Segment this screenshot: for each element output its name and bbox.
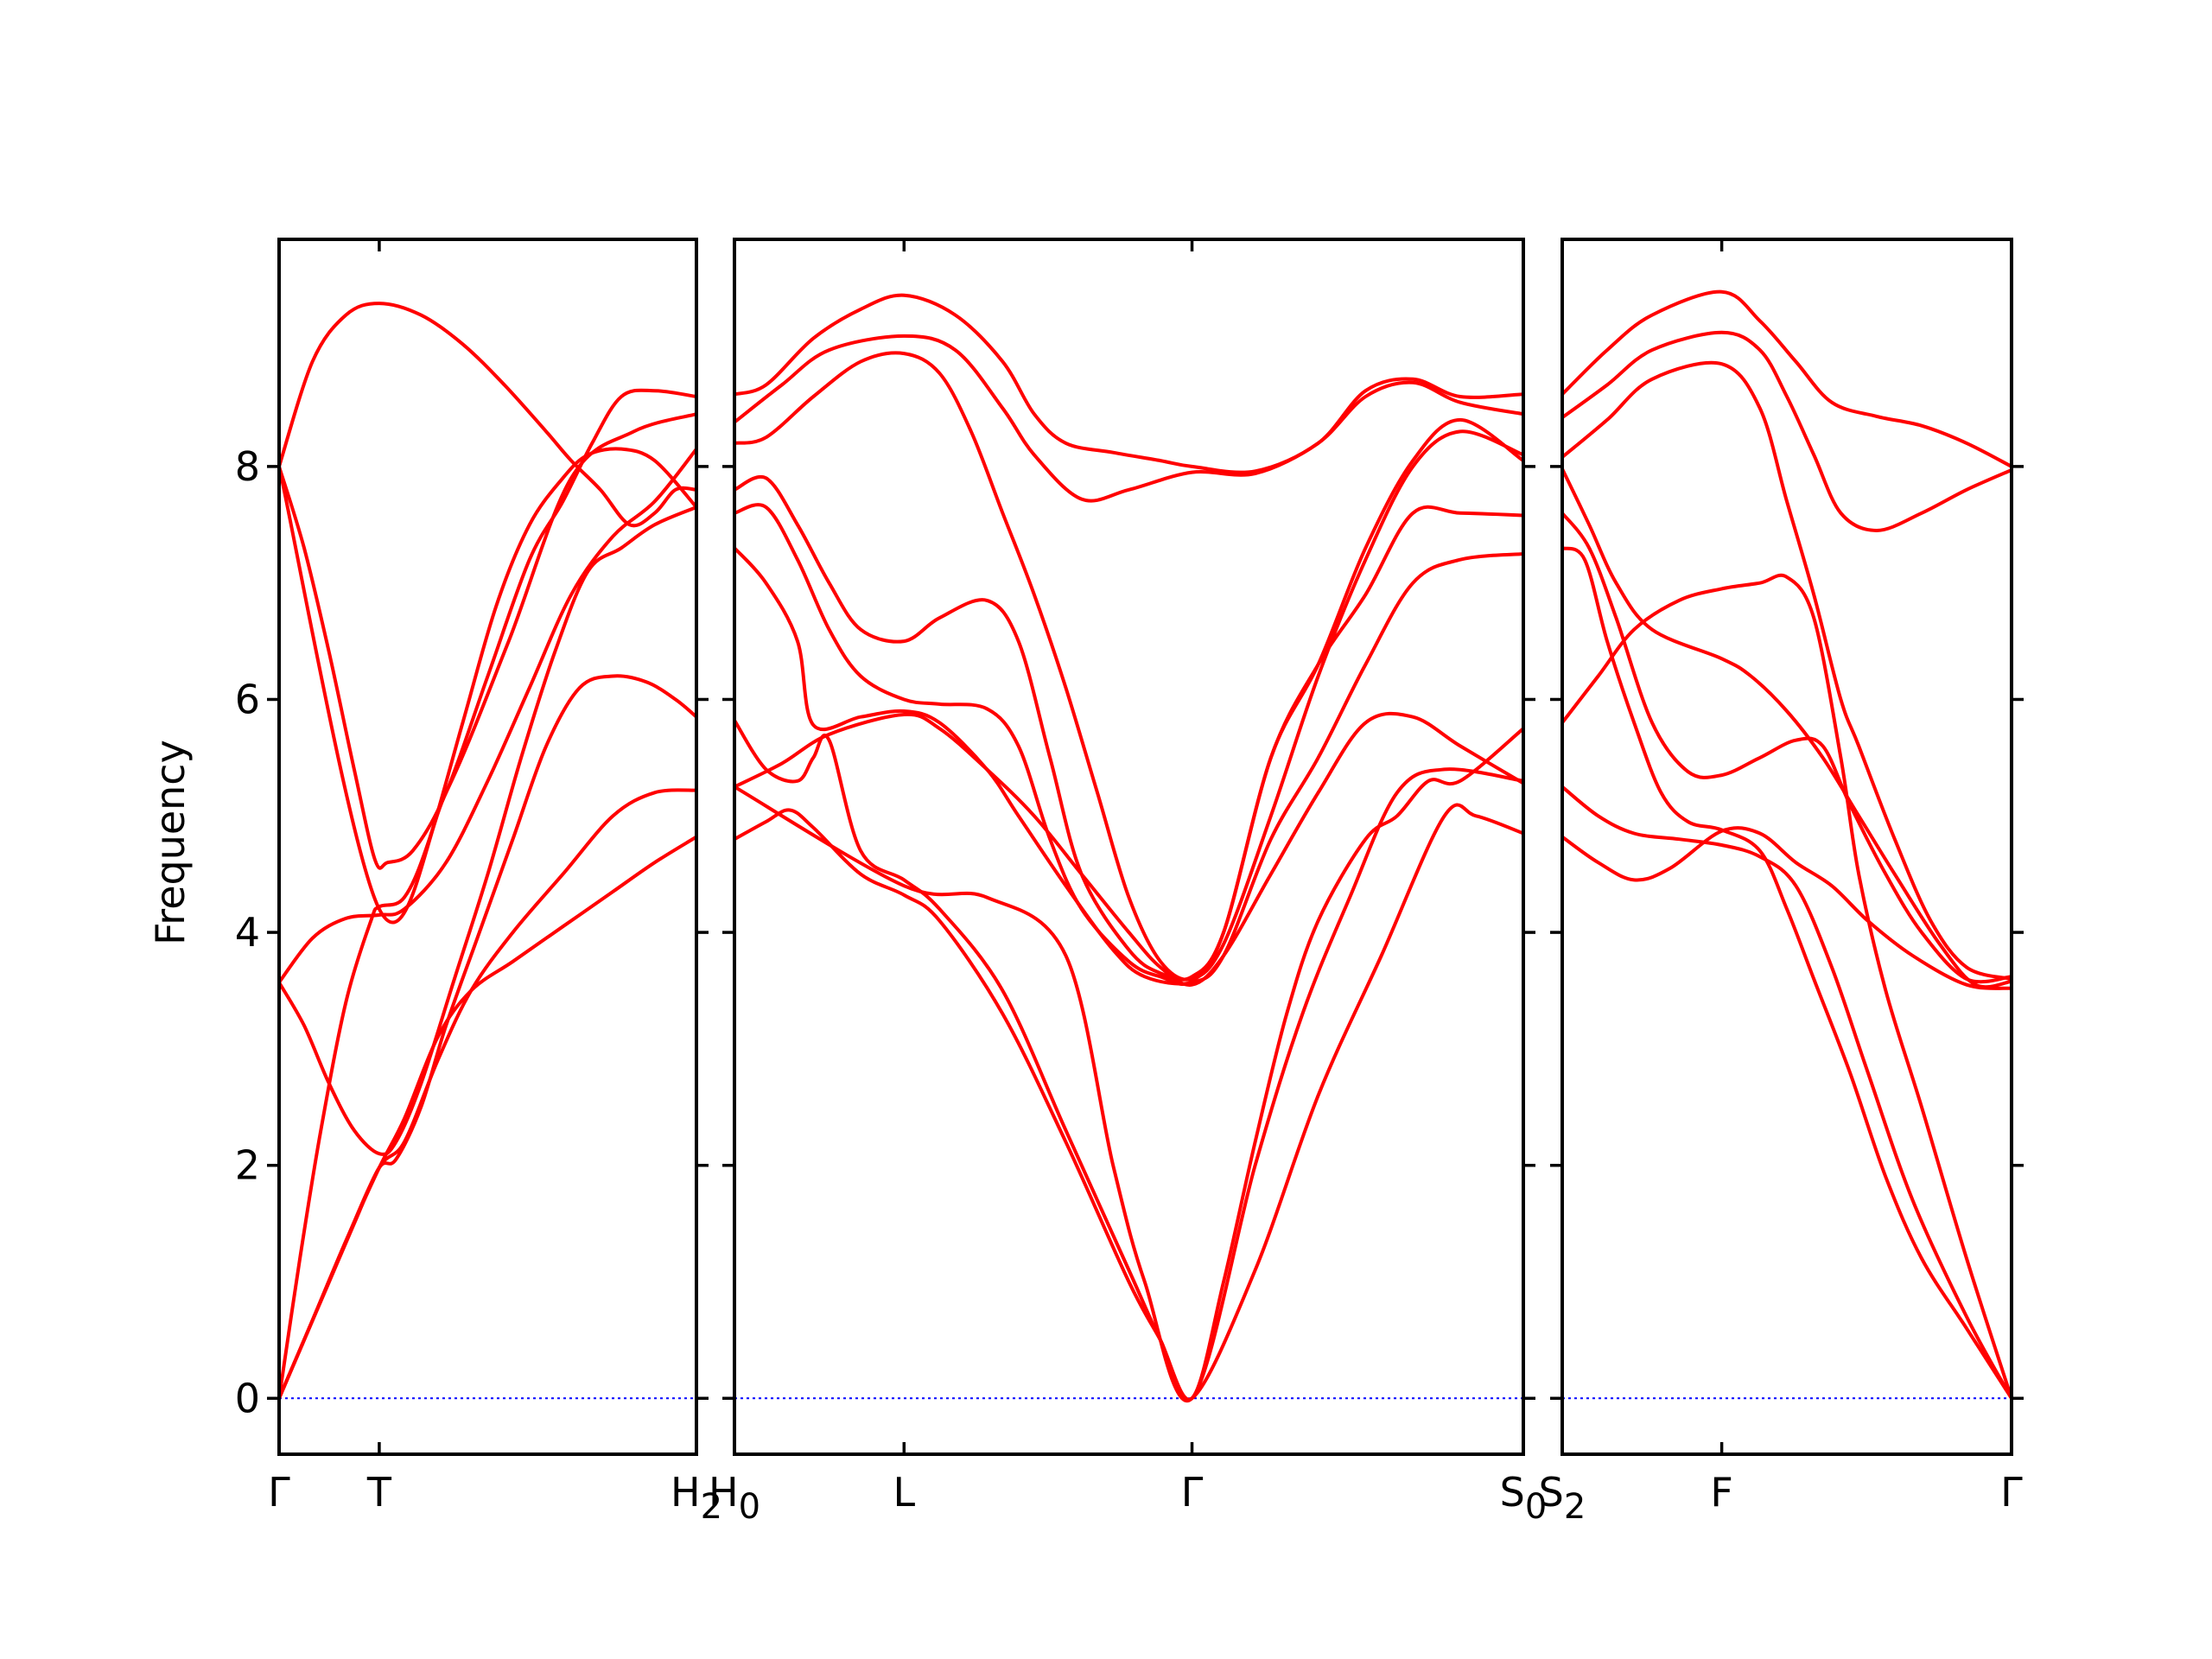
phonon-band	[279, 412, 696, 925]
y-tick-label: 8	[235, 443, 260, 490]
x-tick-label: L	[893, 1469, 915, 1516]
panel-2: H0 L Γ S0	[709, 238, 1548, 1527]
phonon-band	[279, 505, 696, 1156]
y-tick-label: 2	[235, 1142, 260, 1189]
y-axis-label: Frequency	[147, 740, 194, 945]
phonon-band	[1562, 289, 2012, 468]
y-axis: 0 2 4 6 8	[235, 443, 260, 1421]
x-tick-label: Γ	[2000, 1469, 2023, 1516]
phonon-band	[279, 788, 696, 1401]
phonon-band	[734, 718, 1523, 1402]
y-tick-label: 6	[235, 676, 260, 722]
panel-1: Γ T H2	[267, 238, 722, 1527]
band-group	[734, 293, 1523, 1403]
phonon-band	[279, 835, 696, 1401]
phonon-band	[1562, 511, 2012, 984]
phonon-band	[734, 351, 1523, 982]
phonon-band	[734, 417, 1523, 982]
phonon-band	[1562, 785, 2012, 1401]
x-tick-label: Γ	[1181, 1469, 1204, 1516]
phonon-band	[1562, 467, 2012, 989]
panel-frame	[1560, 238, 2013, 1456]
panel-frame	[733, 238, 1525, 1456]
phonon-band	[734, 503, 1523, 986]
phonon-band	[1562, 330, 2012, 532]
phonon-band	[734, 803, 1523, 1402]
y-tick-label: 0	[235, 1375, 260, 1421]
phonon-band	[1562, 546, 2012, 1401]
x-tick-label: S0	[1500, 1469, 1548, 1527]
phonon-band	[279, 302, 696, 528]
x-tick-label: H2	[671, 1469, 722, 1527]
band-group	[1562, 289, 2012, 1401]
panel-3: S2 F Γ	[1539, 238, 2024, 1527]
phonon-band	[734, 293, 1523, 474]
phonon-band	[734, 546, 1523, 986]
y-tick-label: 4	[235, 909, 260, 956]
phonon-band	[1562, 573, 2012, 1401]
phonon-band	[1562, 360, 2012, 981]
phonon-band	[1562, 826, 2012, 990]
x-tick-label: H0	[709, 1469, 760, 1527]
phonon-band	[734, 334, 1523, 503]
phonon-band	[734, 711, 1523, 987]
panel-frame	[277, 238, 698, 1456]
x-tick-label: Γ	[268, 1469, 290, 1516]
x-tick-label: S2	[1539, 1469, 1586, 1527]
x-tick-label: F	[1710, 1469, 1732, 1516]
x-tick-label: T	[366, 1469, 392, 1516]
phonon-band	[734, 767, 1523, 1403]
band-group	[279, 302, 696, 1401]
phonon-band	[279, 447, 696, 984]
